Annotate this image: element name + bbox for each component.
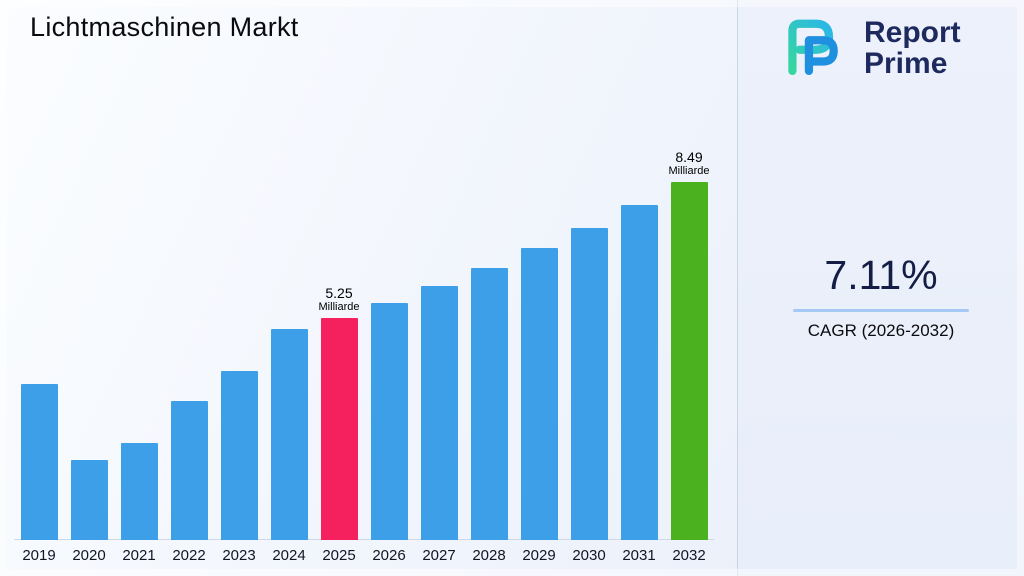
bar-column-2029: 2029 xyxy=(514,248,564,566)
bar-column-2027: 2027 xyxy=(414,286,464,566)
bar-annotation-2025: 5.25 Milliarde xyxy=(319,285,360,313)
x-tick-2024: 2024 xyxy=(272,547,306,564)
bar-2032 xyxy=(670,182,708,540)
bar-column-2032: 8.49 Milliarde 2032 xyxy=(664,149,714,566)
right-panel xyxy=(738,0,1024,576)
x-tick-2022: 2022 xyxy=(172,547,206,564)
page-title: Lichtmaschinen Markt xyxy=(30,12,299,42)
brand-name-line1: Report xyxy=(864,15,961,49)
report-prime-logo-icon xyxy=(778,12,854,83)
bar-column-2019: 2019 xyxy=(14,384,64,566)
bar-column-2022: 2022 xyxy=(164,401,214,566)
bar-2027 xyxy=(420,286,458,540)
bar-annotation-value-2032: 8.49 xyxy=(675,149,703,165)
bar-column-2028: 2028 xyxy=(464,268,514,566)
x-tick-2028: 2028 xyxy=(472,547,506,564)
x-tick-2020: 2020 xyxy=(72,547,106,564)
bar-2028 xyxy=(470,268,508,540)
bar-column-2024: 2024 xyxy=(264,329,314,566)
x-tick-2023: 2023 xyxy=(222,547,256,564)
bar-column-2031: 2031 xyxy=(614,205,664,566)
cagr-value: 7.11% xyxy=(824,252,938,298)
x-tick-2019: 2019 xyxy=(22,547,56,564)
x-axis-baseline xyxy=(14,539,714,540)
bar-2024 xyxy=(270,329,308,540)
x-tick-2025: 2025 xyxy=(322,547,356,564)
x-tick-2029: 2029 xyxy=(522,547,556,564)
bar-column-2021: 2021 xyxy=(114,443,164,566)
x-tick-2027: 2027 xyxy=(422,547,456,564)
bar-column-2025: 5.25 Milliarde 2025 xyxy=(314,285,364,566)
cagr-block: 7.11% CAGR (2026-2032) xyxy=(738,252,1024,341)
x-tick-2032: 2032 xyxy=(672,547,706,564)
bar-annotation-2032: 8.49 Milliarde xyxy=(669,149,710,177)
x-tick-2021: 2021 xyxy=(122,547,156,564)
bar-chart: 2019 2020 2021 2022 2023 2024 5.25 Milliarde 202… xyxy=(14,149,714,566)
panel-divider xyxy=(737,0,738,576)
bar-2026 xyxy=(370,303,408,540)
brand: Report Prime xyxy=(778,12,961,83)
bar-column-2020: 2020 xyxy=(64,460,114,566)
bar-annotation-unit-2032: Milliarde xyxy=(668,165,710,177)
x-tick-2031: 2031 xyxy=(622,547,656,564)
bar-2019 xyxy=(20,384,58,540)
bar-annotation-value-2025: 5.25 xyxy=(325,285,353,301)
bar-2022 xyxy=(170,401,208,540)
bar-annotation-unit-2025: Milliarde xyxy=(318,301,360,313)
brand-name: Report Prime xyxy=(864,17,961,79)
x-tick-2030: 2030 xyxy=(572,547,606,564)
bar-column-2030: 2030 xyxy=(564,228,614,566)
bar-2025 xyxy=(320,318,358,540)
bar-2029 xyxy=(520,248,558,540)
bar-column-2026: 2026 xyxy=(364,303,414,566)
cagr-underline xyxy=(793,309,969,312)
bar-2030 xyxy=(570,228,608,540)
right-panel-content: Report Prime 7.11% CAGR (2026-2032) xyxy=(738,0,1024,576)
cagr-label: CAGR (2026-2032) xyxy=(807,321,955,340)
brand-name-line2: Prime xyxy=(864,46,948,80)
x-tick-2026: 2026 xyxy=(372,547,406,564)
bar-2031 xyxy=(620,205,658,540)
bar-column-2023: 2023 xyxy=(214,371,264,566)
bar-2023 xyxy=(220,371,258,540)
bar-2020 xyxy=(70,460,108,540)
bar-2021 xyxy=(120,443,158,540)
